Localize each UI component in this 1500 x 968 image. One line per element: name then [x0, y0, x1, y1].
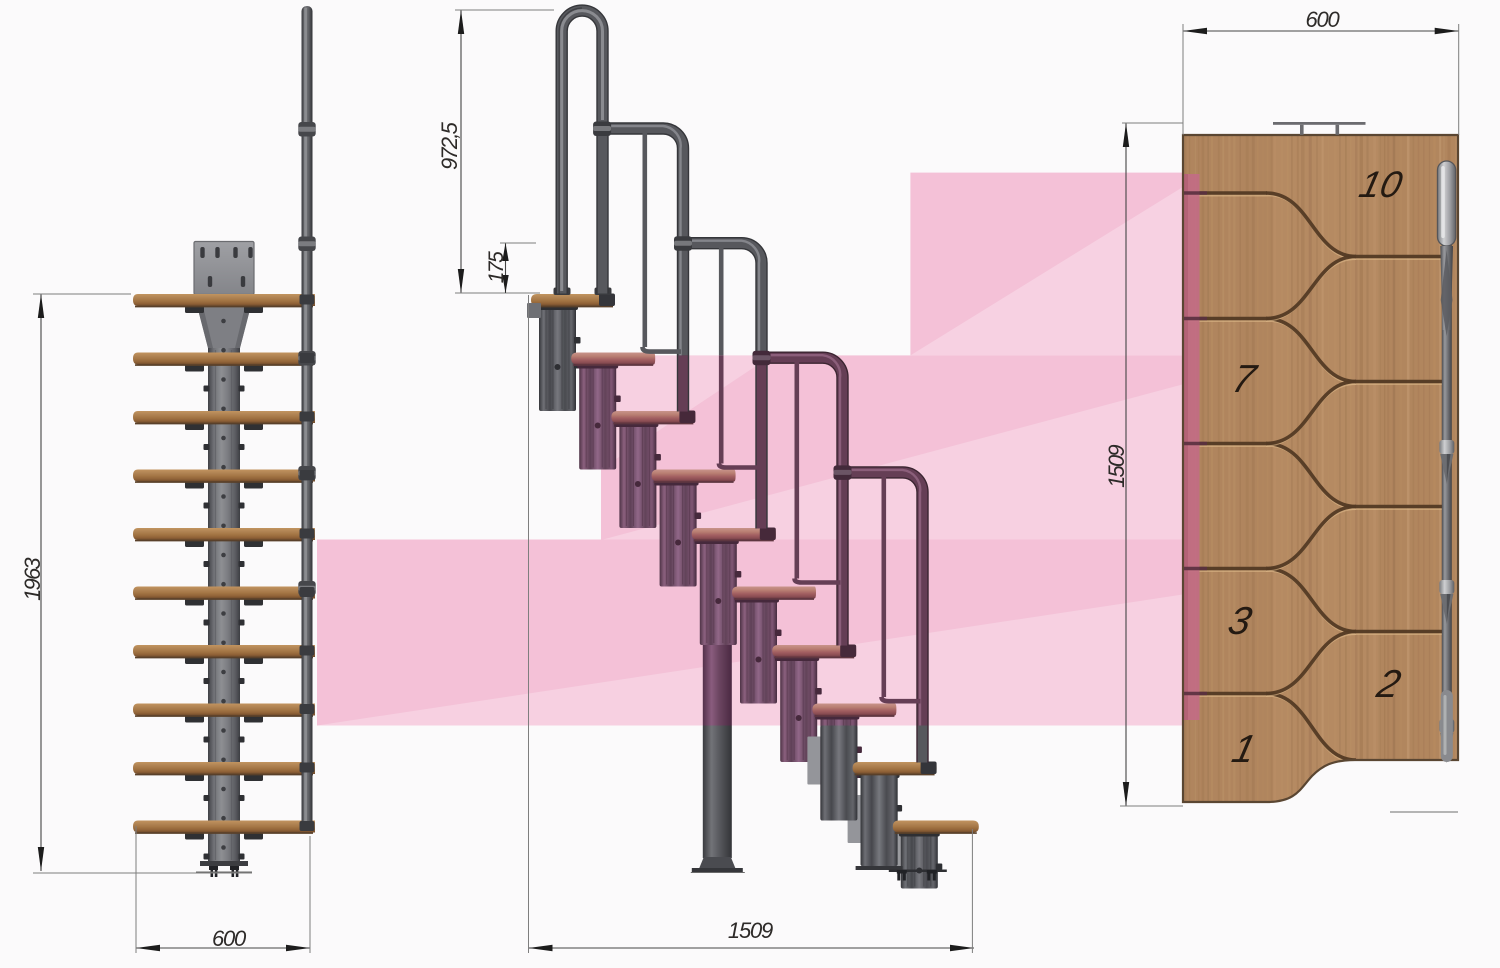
svg-text:1509: 1509	[728, 918, 773, 943]
svg-text:1509: 1509	[1104, 445, 1129, 488]
svg-text:600: 600	[1305, 7, 1340, 32]
svg-text:10: 10	[1356, 163, 1407, 204]
svg-text:175: 175	[485, 251, 508, 283]
svg-text:600: 600	[212, 926, 247, 951]
svg-text:1963: 1963	[20, 557, 45, 601]
svg-text:972,5: 972,5	[437, 121, 462, 170]
